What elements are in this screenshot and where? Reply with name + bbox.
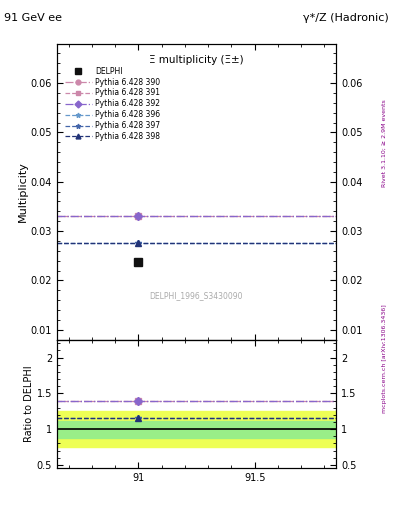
Text: DELPHI_1996_S3430090: DELPHI_1996_S3430090: [150, 291, 243, 300]
Y-axis label: Ratio to DELPHI: Ratio to DELPHI: [24, 366, 34, 442]
Bar: [57, 420, 336, 438]
Text: γ*/Z (Hadronic): γ*/Z (Hadronic): [303, 13, 389, 23]
Y-axis label: Multiplicity: Multiplicity: [18, 161, 28, 222]
Text: 91 GeV ee: 91 GeV ee: [4, 13, 62, 23]
Text: Rivet 3.1.10; ≥ 2.9M events: Rivet 3.1.10; ≥ 2.9M events: [382, 99, 387, 187]
Text: mcplots.cern.ch [arXiv:1306.3436]: mcplots.cern.ch [arXiv:1306.3436]: [382, 304, 387, 413]
Text: Ξ multiplicity (Ξ±): Ξ multiplicity (Ξ±): [149, 55, 244, 66]
Legend: DELPHI, Pythia 6.428 390, Pythia 6.428 391, Pythia 6.428 392, Pythia 6.428 396, : DELPHI, Pythia 6.428 390, Pythia 6.428 3…: [64, 65, 162, 143]
Bar: [57, 411, 336, 447]
